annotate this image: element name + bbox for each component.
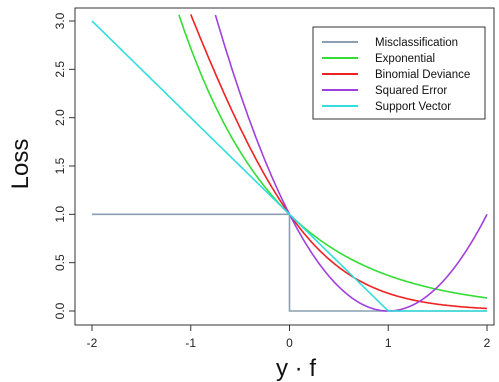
x-axis-title: y · f [276,355,316,382]
x-tick-label: -1 [185,336,196,350]
x-tick-label: 2 [484,336,491,350]
legend-label: Exponential [375,53,435,65]
legend-label: Squared Error [375,85,447,97]
y-tick-label: 0.5 [53,254,67,271]
y-tick-label: 3.0 [53,12,67,29]
legend-label: Misclassification [375,37,458,49]
legend-label: Binomial Deviance [375,69,470,81]
x-tick-label: 0 [286,336,293,350]
y-tick-label: 2.0 [53,109,67,126]
series-line-squared-error [214,14,488,312]
series-line-binomial-deviance [190,14,488,310]
y-axis-title: Loss [7,139,34,190]
x-tick-label: -2 [87,336,98,350]
legend-label: Support Vector [375,101,451,113]
curves-group [91,14,488,312]
y-tick-label: 1.0 [53,206,67,223]
x-tick-label: 1 [385,336,392,350]
y-tick-label: 0.0 [53,302,67,319]
legend: Misclassification Exponential Binomial Dev… [312,26,486,120]
y-tick-label: 1.5 [53,157,67,174]
y-tick-label: 2.5 [53,61,67,78]
series-line-support-vector [91,20,487,312]
axes: -2 -1 0 1 2 0.0 0.5 1.0 1.5 2.0 2.5 3.0 [53,12,490,350]
